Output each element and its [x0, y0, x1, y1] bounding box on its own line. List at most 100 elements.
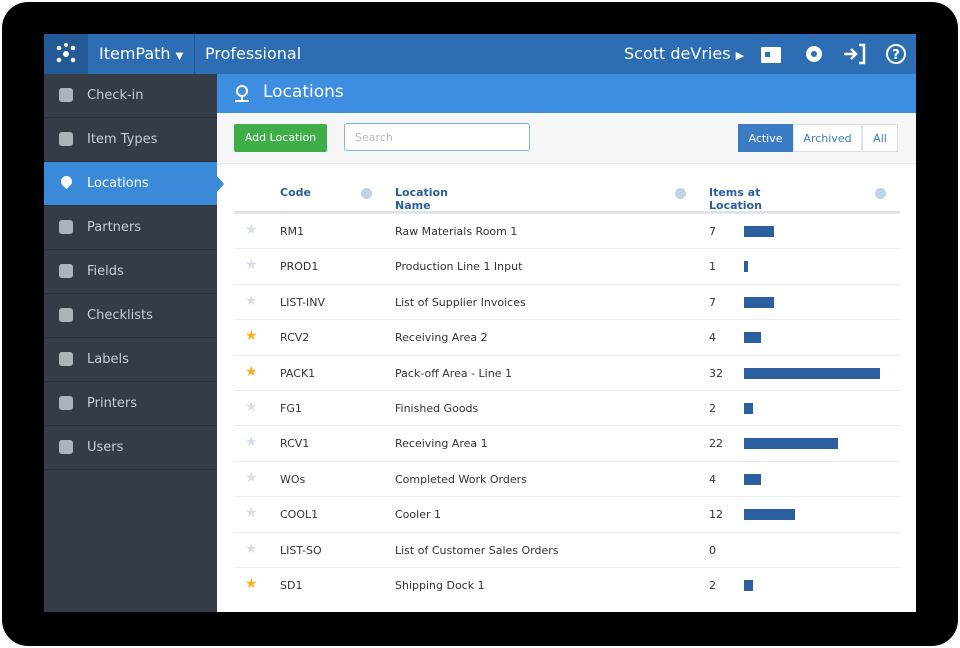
star-icon[interactable]: ★: [245, 505, 258, 522]
nav-item[interactable]: Labels: [44, 338, 217, 382]
code: RCV2: [280, 331, 310, 345]
star-icon[interactable]: ★: [245, 469, 258, 486]
toolbar: Add Location Search Active Archived All: [217, 113, 916, 164]
item-count: 2: [709, 402, 716, 415]
nav-item[interactable]: Check-in: [44, 74, 217, 118]
nav-item[interactable]: Locations: [44, 162, 224, 206]
location-name: Receiving Area 2: [395, 331, 488, 345]
star-icon[interactable]: ★: [245, 257, 258, 274]
table-row[interactable]: ★ FG1 Finished Goods 2: [234, 390, 900, 426]
table-row[interactable]: ★ RCV1 Receiving Area 1 22: [234, 425, 900, 461]
nav-item[interactable]: Checklists: [44, 294, 217, 338]
user-menu[interactable]: Scott deVries ▶: [624, 44, 745, 63]
content-header: Locations: [217, 74, 916, 113]
table-row[interactable]: ★ LIST-INV List of Supplier Invoices 7: [234, 283, 900, 320]
items-bar: [744, 367, 880, 379]
star-icon[interactable]: ★: [245, 222, 258, 238]
nav-item[interactable]: Fields: [44, 250, 217, 294]
nav-item[interactable]: Printers: [44, 382, 217, 426]
table-row[interactable]: ★ PACK1 Pack-off Area - Line 1 32: [234, 354, 900, 391]
items-bar: [744, 332, 761, 344]
item-count: 7: [709, 225, 716, 238]
sort-icon[interactable]: [675, 188, 686, 199]
star-icon[interactable]: ★: [245, 540, 258, 557]
location-name: Production Line 1 Input: [395, 260, 523, 274]
nav-label: Partners: [87, 220, 142, 235]
column-header[interactable]: Location Name: [395, 186, 448, 212]
code: PACK1: [280, 366, 316, 380]
nav-item[interactable]: Partners: [44, 206, 217, 250]
app-name: ItemPath: [99, 44, 171, 63]
add-button[interactable]: Add Location: [234, 124, 327, 152]
nav-icon: [58, 173, 75, 190]
code: LIST-INV: [280, 295, 326, 309]
search-input[interactable]: Search: [344, 123, 530, 151]
logo[interactable]: [44, 34, 88, 74]
nav-item[interactable]: Item Types: [44, 118, 217, 162]
items-bar: [744, 509, 795, 521]
star-icon[interactable]: ★: [245, 399, 258, 415]
help-icon[interactable]: [886, 44, 906, 64]
sort-icon[interactable]: [875, 188, 886, 199]
star-icon[interactable]: ★: [245, 363, 258, 380]
location-name: Receiving Area 1: [395, 437, 488, 451]
column-header[interactable]: Code: [280, 186, 311, 199]
table-row[interactable]: ★ SD1 Shipping Dock 1 2: [234, 567, 900, 603]
app-menu[interactable]: ItemPath ▼: [99, 44, 184, 63]
top-bar: ItemPath ▼ Professional Scott deVries ▶ …: [44, 34, 916, 74]
star-icon[interactable]: ★: [245, 576, 258, 592]
table-row[interactable]: ★ LIST-SO List of Customer Sales Orders 0: [234, 531, 900, 568]
item-count: 4: [709, 472, 716, 486]
star-icon[interactable]: ★: [245, 292, 258, 309]
nav-label: Check-in: [87, 88, 144, 103]
code: SD1: [280, 579, 303, 592]
sort-icon[interactable]: [361, 188, 372, 199]
nav-icon: [59, 396, 73, 410]
table-row[interactable]: ★ RCV2 Receiving Area 2 4: [234, 319, 900, 355]
star-icon[interactable]: ★: [245, 328, 258, 345]
user-name: Scott deVries: [624, 44, 731, 63]
code: LIST-SO: [280, 543, 322, 557]
item-count: 7: [709, 295, 716, 309]
nav-label: Labels: [87, 352, 129, 367]
svg-text:?: ?: [892, 48, 900, 63]
screen: ItemPath ▼ Professional Scott deVries ▶ …: [44, 34, 916, 612]
item-count: 12: [709, 508, 723, 522]
nav-label: Fields: [87, 264, 124, 279]
filter-button[interactable]: Archived: [793, 124, 862, 152]
item-count: 1: [709, 260, 716, 274]
location-icon: [235, 85, 249, 102]
badge-icon[interactable]: [761, 47, 781, 63]
table-row[interactable]: ★ PROD1 Production Line 1 Input 1: [234, 248, 900, 284]
items-bar: [744, 438, 838, 450]
item-count: 0: [709, 543, 716, 557]
nav-item[interactable]: Users: [44, 426, 217, 470]
location-name: Completed Work Orders: [395, 472, 527, 486]
items-bar: [744, 296, 774, 308]
location-name: Raw Materials Room 1: [395, 225, 518, 238]
items-bar: [744, 580, 753, 591]
nav-label: Locations: [87, 176, 149, 191]
nav-label: Item Types: [87, 132, 158, 147]
items-bar: [744, 261, 749, 273]
logo-icon: [56, 43, 76, 63]
column-header[interactable]: Items at Location: [709, 186, 762, 212]
table-row[interactable]: ★ WOs Completed Work Orders 4: [234, 460, 900, 497]
filter-button[interactable]: All: [862, 124, 898, 152]
location-name: Cooler 1: [395, 508, 441, 522]
nav-label: Checklists: [87, 308, 153, 323]
nav-label: Users: [87, 440, 124, 455]
nav-icon: [59, 440, 73, 454]
location-name: List of Customer Sales Orders: [395, 543, 559, 557]
star-icon[interactable]: ★: [245, 434, 258, 451]
location-name: List of Supplier Invoices: [395, 295, 526, 309]
nav-icon: [59, 352, 73, 366]
page-title: Locations: [263, 82, 344, 102]
table-row[interactable]: ★ COOL1 Cooler 1 12: [234, 496, 900, 532]
table-row[interactable]: ★ RM1 Raw Materials Room 1 7: [234, 213, 900, 249]
items-bar: [744, 226, 774, 237]
items-bar: [744, 473, 761, 485]
logout-icon[interactable]: [844, 43, 866, 65]
filter-button[interactable]: Active: [738, 124, 793, 152]
